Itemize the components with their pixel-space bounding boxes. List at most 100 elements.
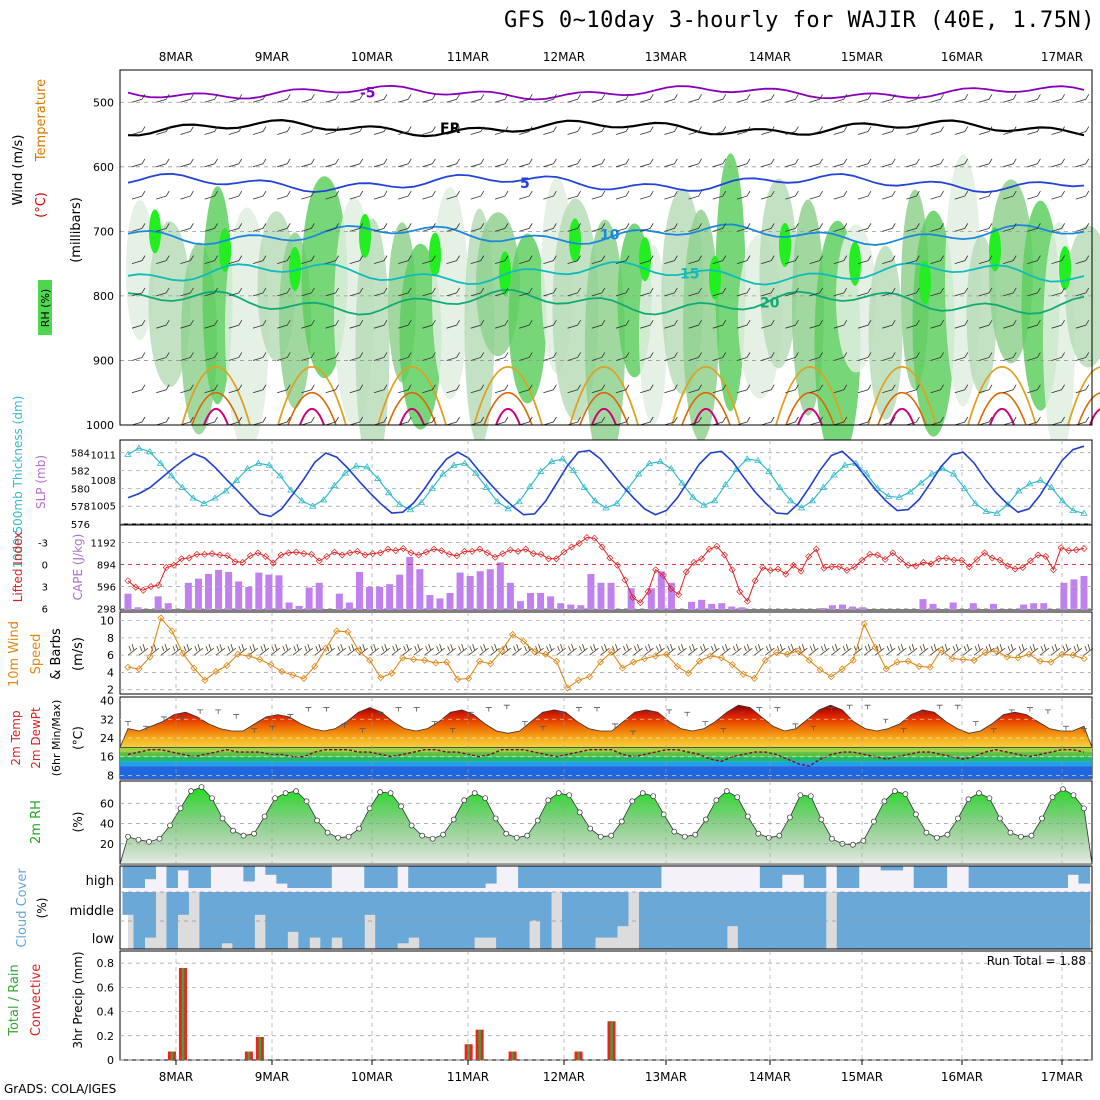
rh2m-marker bbox=[524, 832, 531, 839]
rh2m-marker bbox=[650, 793, 657, 800]
lifted-index-marker bbox=[1049, 566, 1057, 574]
cloud-high-cell bbox=[188, 866, 200, 888]
wind-speed-marker bbox=[915, 662, 923, 670]
wind-barb bbox=[712, 352, 727, 361]
wind-barb bbox=[325, 416, 339, 426]
lifted-index-marker bbox=[491, 553, 499, 561]
cloud-high-cell bbox=[880, 866, 893, 871]
cloud-midlow-cell bbox=[924, 892, 937, 949]
wind-barb bbox=[688, 190, 702, 200]
run-total-label: Run Total = 1.88 bbox=[987, 954, 1086, 968]
wind-barb bbox=[131, 319, 146, 329]
wind-barb bbox=[277, 352, 291, 361]
wind-barb bbox=[833, 158, 848, 168]
lifted-index-marker bbox=[751, 577, 759, 585]
cloud-midlow-cell bbox=[979, 892, 992, 949]
lifted-index-marker bbox=[545, 555, 553, 563]
lifted-index-marker bbox=[223, 552, 231, 560]
wind-barb bbox=[1003, 287, 1017, 297]
wind-barb-10m bbox=[699, 644, 709, 656]
wind-barb bbox=[688, 352, 702, 361]
rh2m-marker bbox=[230, 827, 236, 834]
cloud-high-cell bbox=[474, 866, 486, 888]
rh2m-marker bbox=[125, 833, 131, 840]
wind-speed-marker bbox=[717, 654, 725, 662]
wind-barb bbox=[761, 287, 775, 297]
wind-barb-10m bbox=[292, 644, 303, 656]
wind-speed-marker bbox=[563, 684, 572, 692]
thickness-marker bbox=[1036, 476, 1045, 483]
wind-barb-10m bbox=[193, 644, 204, 656]
temp-minmax-mark bbox=[630, 730, 637, 735]
surface-isotherm-arch bbox=[387, 392, 437, 426]
wind-barb bbox=[180, 126, 194, 135]
wind-barb bbox=[785, 190, 799, 200]
wind-barb bbox=[567, 223, 581, 232]
wind-barb bbox=[615, 223, 630, 232]
wind-barb bbox=[228, 319, 243, 329]
precip-conv-bar bbox=[577, 1051, 580, 1060]
wind-tick-label: 2 bbox=[107, 684, 114, 697]
wind-barb bbox=[954, 319, 969, 329]
temp-minmax-mark bbox=[269, 725, 276, 731]
wind-speed-marker bbox=[454, 675, 462, 683]
wind-barb-10m bbox=[281, 644, 292, 656]
top-date-label: 9MAR bbox=[255, 50, 290, 64]
thickness-marker bbox=[363, 463, 371, 470]
cape-bar bbox=[184, 582, 192, 610]
cloud-high-cell bbox=[309, 866, 321, 888]
slp-tick-label: 1011 bbox=[91, 451, 116, 462]
wind-barb bbox=[809, 94, 823, 103]
wind-speed-marker bbox=[256, 655, 264, 664]
upper-air-frame bbox=[119, 69, 1093, 426]
rh2m-marker bbox=[1070, 792, 1077, 799]
wind-barb bbox=[567, 384, 581, 394]
temp-minmax-mark bbox=[990, 728, 997, 733]
lifted-index-marker bbox=[981, 549, 989, 557]
wind-barb bbox=[422, 255, 436, 265]
lifted-index-marker bbox=[820, 564, 828, 572]
temp-minmax-mark bbox=[1044, 709, 1051, 714]
rh-tick-label: 60 bbox=[100, 797, 114, 810]
cloud-midlow-cell bbox=[1078, 892, 1090, 949]
wind-speed-marker bbox=[904, 657, 912, 665]
wind-barb bbox=[785, 126, 799, 135]
thickness-marker bbox=[167, 472, 176, 479]
lifted-index-marker bbox=[216, 551, 224, 559]
wind-barb bbox=[930, 223, 944, 232]
wind-ylabel-1: 10m Wind bbox=[7, 621, 22, 687]
wind-barb bbox=[204, 384, 218, 394]
thickness-marker bbox=[417, 498, 426, 506]
wind-barb bbox=[325, 94, 339, 103]
wind-barb bbox=[543, 319, 557, 329]
wind-barb bbox=[1075, 287, 1090, 297]
thickness-line bbox=[127, 447, 1085, 514]
wind-barb bbox=[301, 416, 315, 426]
wind-barb-10m bbox=[973, 644, 984, 656]
wind-barb bbox=[736, 384, 751, 394]
cape-bar bbox=[647, 588, 655, 610]
wind-barb bbox=[591, 126, 606, 135]
rh2m-marker bbox=[871, 818, 877, 825]
thickness-marker bbox=[1069, 506, 1077, 514]
wind-barb bbox=[1075, 384, 1090, 394]
cape-bar bbox=[406, 556, 414, 610]
wind-barb bbox=[277, 384, 291, 394]
thickness-marker bbox=[884, 492, 893, 499]
thickness-marker bbox=[374, 474, 382, 481]
wind-speed-marker bbox=[816, 666, 824, 674]
lifted-index-marker bbox=[705, 545, 713, 553]
rh2m-marker bbox=[776, 832, 783, 839]
wind-barb bbox=[1003, 126, 1017, 135]
wind-barb-10m bbox=[1050, 644, 1061, 656]
rh2m-marker bbox=[681, 833, 688, 840]
wind-speed-marker bbox=[322, 644, 330, 652]
wind-barb bbox=[446, 352, 460, 361]
thickness-tick-label: 582 bbox=[71, 467, 90, 478]
rh2m-marker bbox=[723, 788, 730, 794]
wind-barb bbox=[325, 190, 339, 200]
cape-bar bbox=[828, 605, 836, 610]
thickness-marker bbox=[330, 481, 339, 489]
lifted-index-marker bbox=[721, 551, 729, 559]
wind-barb bbox=[180, 416, 194, 426]
